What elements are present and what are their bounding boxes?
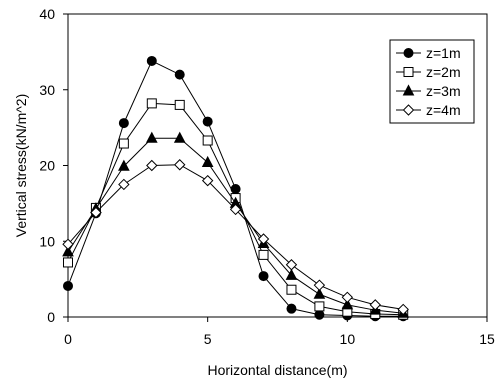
data-point xyxy=(202,116,213,127)
data-point xyxy=(174,69,185,80)
data-point xyxy=(118,159,130,171)
legend-marker xyxy=(403,48,414,58)
data-point xyxy=(258,271,269,282)
data-point xyxy=(201,155,214,167)
data-point xyxy=(62,238,74,250)
legend-marker xyxy=(403,67,414,77)
y-axis-label: Vertical stress(kN/m^2) xyxy=(13,94,29,237)
data-point xyxy=(118,138,129,149)
y-tick-label: 40 xyxy=(39,6,55,22)
series-line xyxy=(67,137,404,314)
data-point xyxy=(369,299,381,311)
data-point xyxy=(313,287,326,299)
data-point xyxy=(146,55,157,66)
data-point xyxy=(313,279,326,291)
legend-label: z=3m xyxy=(426,83,461,99)
data-point xyxy=(173,131,186,143)
data-point xyxy=(90,206,102,219)
data-point xyxy=(202,135,213,146)
data-point xyxy=(229,203,242,216)
series-layer xyxy=(62,55,410,322)
data-point xyxy=(285,268,298,280)
y-tick-label: 0 xyxy=(47,309,55,325)
x-tick-label: 10 xyxy=(340,331,356,347)
y-tick-label: 30 xyxy=(39,82,55,98)
data-point xyxy=(118,118,129,129)
x-axis-label: Horizontal distance(m) xyxy=(207,362,347,378)
series-z=3m xyxy=(62,131,410,318)
data-point xyxy=(174,99,185,110)
data-point xyxy=(201,174,214,187)
data-point xyxy=(286,303,297,314)
x-tick-label: 5 xyxy=(204,331,212,347)
legend-marker xyxy=(402,104,415,116)
x-tick-label: 15 xyxy=(479,331,495,347)
data-point xyxy=(145,131,158,143)
legend-marker xyxy=(402,84,415,96)
x-tick-label: 0 xyxy=(64,331,72,347)
data-point xyxy=(397,303,409,316)
data-point xyxy=(146,98,157,109)
data-point xyxy=(314,301,325,312)
legend-label: z=1m xyxy=(426,45,461,61)
legend-label: z=4m xyxy=(426,102,461,118)
y-axis: 0 10 20 30 40 xyxy=(39,6,68,325)
data-point xyxy=(285,259,298,271)
data-point xyxy=(63,280,73,291)
data-point xyxy=(174,159,186,171)
series-z=4m xyxy=(62,159,409,316)
data-point xyxy=(257,233,270,245)
data-point xyxy=(286,284,297,295)
series-z=1m xyxy=(63,55,409,322)
legend-label: z=2m xyxy=(426,64,461,80)
data-point xyxy=(63,257,73,268)
y-tick-label: 10 xyxy=(39,233,55,249)
y-tick-label: 20 xyxy=(39,158,55,174)
x-axis: 0 5 10 15 xyxy=(64,317,495,347)
data-point xyxy=(118,178,130,191)
legend: z=1m z=2m z=3m z=4m xyxy=(389,39,475,124)
data-point xyxy=(146,159,158,172)
data-point xyxy=(258,249,269,260)
data-point xyxy=(341,291,354,304)
data-point xyxy=(314,309,325,320)
data-point xyxy=(341,298,354,310)
data-point xyxy=(62,245,74,257)
